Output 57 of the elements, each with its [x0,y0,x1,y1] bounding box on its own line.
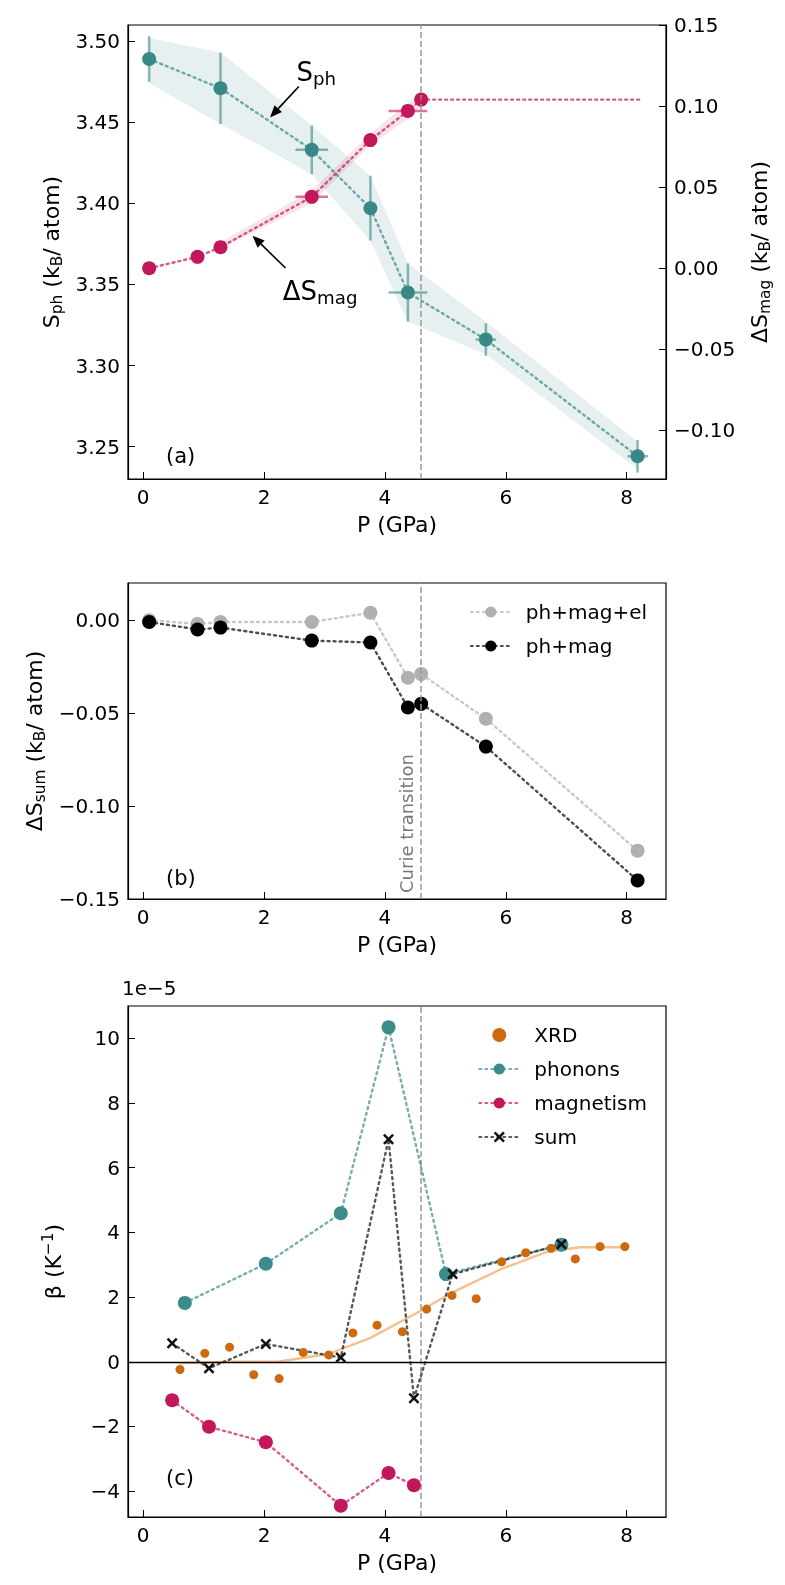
y-tick-label: 6 [107,1155,120,1180]
legend-label: sum [534,1125,577,1149]
text: 1e−5 [122,976,177,1000]
x-tick-label: 6 [499,485,513,509]
x-tick-label: 0 [136,905,150,929]
y-tick-label: 3.40 [75,191,120,216]
x-tick-label: 8 [620,485,634,509]
legend-label: phonons [534,1057,620,1081]
x-tick-label: 2 [257,485,271,509]
y-tick-label: −0.05 [58,701,120,726]
legend-label: magnetism [534,1091,647,1115]
y2-tick-label: 0.05 [674,175,719,200]
y-tick-label: 10 [94,1026,120,1051]
y-tick-label: 3.50 [75,29,120,54]
y2-axis-title: ΔSmag (kB/ atom) [746,160,774,344]
y-axis-title: β (K−1) [38,1223,66,1300]
annotation: (c) [166,1465,194,1490]
legend-label: XRD [534,1023,578,1047]
x-tick-label: 0 [136,485,150,509]
y-axis-title: Sph (kB/ atom) [39,175,67,329]
y2-tick-label: 0.00 [674,256,719,281]
y-tick-label: −4 [90,1479,120,1504]
annotation: (b) [166,865,196,890]
x-axis-title: P (GPa) [356,931,438,957]
legend-label: ph+mag [525,634,613,658]
x-tick-label: 4 [378,1523,392,1547]
ref-line-label: Curie transition [395,754,417,893]
y-tick-label: 3.45 [75,110,120,135]
y-tick-label: 4 [107,1220,120,1245]
annotation: (a) [166,443,196,468]
x-axis-title: P (GPa) [356,1549,438,1575]
y-tick-label: 2 [107,1285,120,1310]
y2-tick-label: 0.15 [674,13,719,37]
y-tick-label: 0 [107,1349,120,1374]
x-tick-label: 6 [499,1523,513,1547]
x-tick-label: 2 [257,905,271,929]
x-tick-label: 2 [257,1523,271,1547]
y2-tick-label: 0.10 [674,94,719,119]
x-tick-label: 6 [499,905,513,929]
y-axis-title: ΔSsum (kB/ atom) [22,650,50,832]
x-tick-label: 4 [378,905,392,929]
x-tick-label: 8 [620,905,634,929]
y-tick-label: 3.30 [75,353,120,378]
y-tick-label: 0.00 [75,608,120,633]
x-axis-title: P (GPa) [356,511,438,537]
y-tick-label: 3.35 [75,272,120,297]
y-tick-label: 8 [107,1091,120,1116]
y-tick-label: −2 [90,1414,120,1439]
y-tick-label: −0.15 [58,887,120,911]
y-tick-label: −0.10 [58,794,120,819]
y2-tick-label: −0.05 [674,337,736,362]
y-tick-label: 3.25 [75,434,120,459]
x-tick-label: 8 [620,1523,634,1547]
x-tick-label: 4 [378,485,392,509]
legend-label: ph+mag+el [525,600,648,624]
x-tick-label: 0 [136,1523,150,1547]
y2-tick-label: −0.10 [674,418,736,443]
